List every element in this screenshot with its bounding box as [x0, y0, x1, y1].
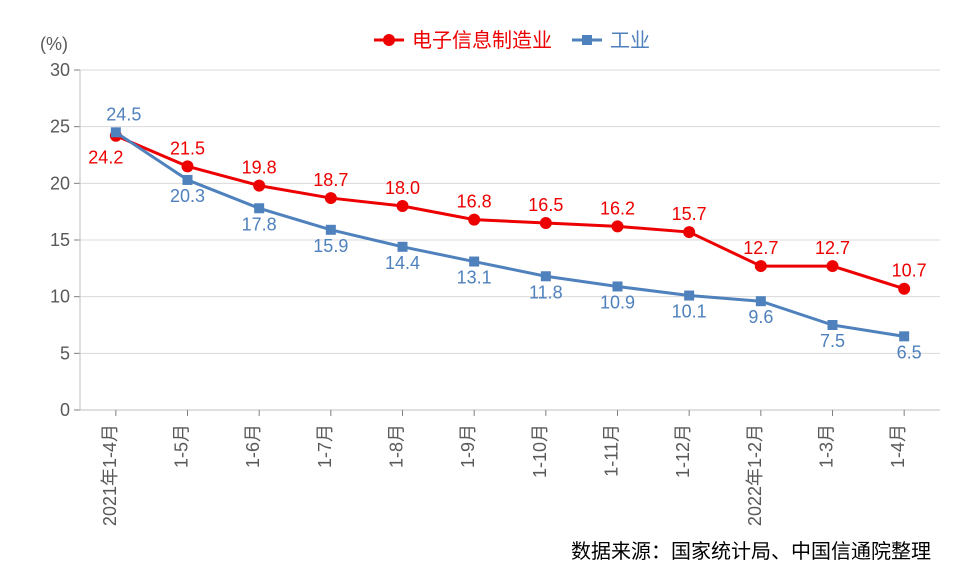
legend-marker — [383, 34, 395, 46]
x-tick-label: 2022年1-2月 — [745, 424, 765, 526]
data-marker — [254, 203, 264, 213]
data-marker — [540, 217, 552, 229]
data-label: 24.2 — [88, 148, 123, 168]
data-label: 18.0 — [385, 178, 420, 198]
data-marker — [111, 127, 121, 137]
data-marker — [541, 271, 551, 281]
y-tick-label: 5 — [60, 343, 70, 363]
series-line — [116, 132, 904, 336]
data-label: 9.6 — [748, 307, 773, 327]
x-tick-label: 1-3月 — [817, 424, 837, 468]
data-marker — [755, 260, 767, 272]
legend-label: 工业 — [610, 29, 650, 52]
x-tick-label: 1-11月 — [602, 424, 622, 477]
data-marker — [469, 257, 479, 267]
data-marker — [756, 296, 766, 306]
x-tick-label: 1-8月 — [387, 424, 407, 468]
data-marker — [612, 220, 624, 232]
data-marker — [253, 180, 265, 192]
data-marker — [398, 242, 408, 252]
data-label: 10.1 — [672, 302, 707, 322]
data-label: 21.5 — [170, 138, 205, 158]
data-label: 12.7 — [815, 238, 850, 258]
x-tick-label: 1-6月 — [243, 424, 263, 468]
y-tick-label: 30 — [50, 60, 70, 80]
data-marker — [325, 192, 337, 204]
y-tick-label: 25 — [50, 117, 70, 137]
y-tick-label: 15 — [50, 230, 70, 250]
x-tick-label: 1-10月 — [530, 424, 550, 478]
series-line — [116, 136, 904, 289]
data-marker — [684, 291, 694, 301]
legend-label: 电子信息制造业 — [412, 29, 552, 52]
data-marker — [683, 226, 695, 238]
data-marker — [898, 283, 910, 295]
data-label: 19.8 — [242, 158, 277, 178]
data-marker — [182, 160, 194, 172]
data-label: 10.7 — [892, 261, 927, 281]
data-label: 15.9 — [313, 236, 348, 256]
data-marker — [183, 175, 193, 185]
data-label: 13.1 — [457, 268, 492, 288]
y-tick-label: 20 — [50, 173, 70, 193]
data-marker — [613, 281, 623, 291]
chart-svg: 0 5 10 15 20 25 30 2021年1-4月 1-5月 1-6月 1-7月 1-8月 1-9… — [0, 0, 961, 576]
legend-marker — [582, 35, 592, 45]
data-label: 10.9 — [600, 292, 635, 312]
data-label: 20.3 — [170, 186, 205, 206]
data-marker — [326, 225, 336, 235]
data-label: 11.8 — [529, 282, 563, 302]
x-tick-label: 1-4月 — [888, 424, 908, 468]
data-label: 16.5 — [528, 195, 563, 215]
x-tick-label: 2021年1-4月 — [100, 424, 120, 526]
data-marker — [899, 331, 909, 341]
data-label: 24.5 — [106, 104, 141, 124]
data-label: 16.2 — [600, 198, 635, 218]
y-tick-label: 0 — [60, 400, 70, 420]
x-tick-label: 1-7月 — [315, 424, 335, 468]
y-unit-label: (%) — [40, 34, 68, 54]
data-label: 12.7 — [743, 238, 778, 258]
data-label: 14.4 — [385, 253, 420, 273]
data-marker — [397, 200, 409, 212]
source-note: 数据来源：国家统计局、中国信通院整理 — [571, 535, 931, 564]
data-label: 7.5 — [820, 331, 845, 351]
x-tick-label: 1-12月 — [673, 424, 693, 478]
data-label: 17.8 — [242, 214, 277, 234]
data-label: 6.5 — [897, 342, 922, 362]
data-label: 18.7 — [313, 170, 348, 190]
data-label: 15.7 — [672, 204, 707, 224]
data-marker — [827, 260, 839, 272]
y-tick-label: 10 — [50, 287, 70, 307]
x-tick-label: 1-9月 — [458, 424, 478, 468]
data-marker — [468, 214, 480, 226]
data-marker — [828, 320, 838, 330]
x-tick-label: 1-5月 — [172, 424, 192, 468]
data-label: 16.8 — [457, 192, 492, 212]
line-chart: 0 5 10 15 20 25 30 2021年1-4月 1-5月 1-6月 1-7月 1-8月 1-9… — [0, 0, 961, 576]
